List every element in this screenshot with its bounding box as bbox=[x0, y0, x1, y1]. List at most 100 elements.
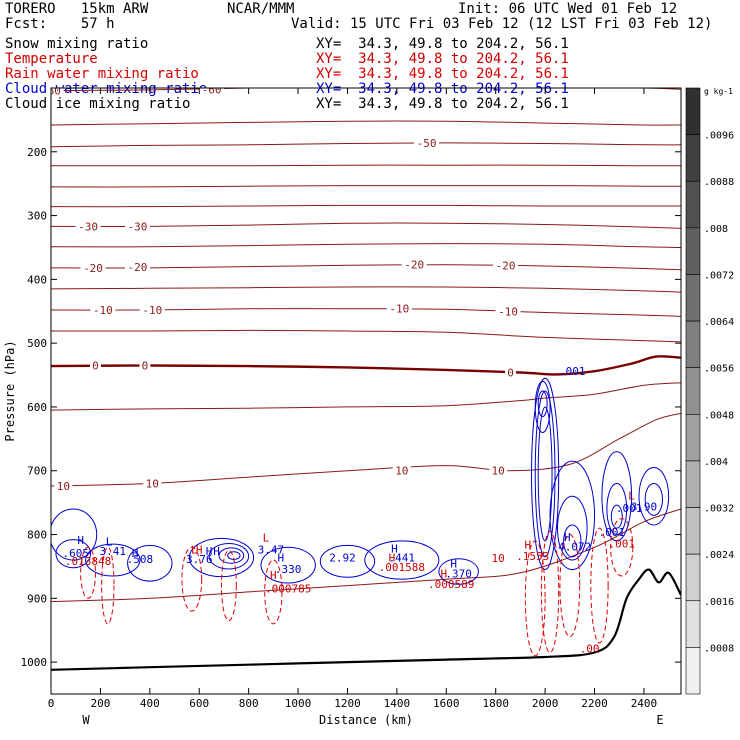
x-axis-label: Distance (km) bbox=[319, 713, 413, 727]
x-tick-label-11: 2200 bbox=[581, 697, 608, 710]
contour-value-label-12: .330 bbox=[275, 563, 302, 576]
isotherm-label-bg-8 bbox=[493, 259, 519, 272]
contour-value-label-36: .001 bbox=[599, 526, 626, 539]
cloud-water-contour-8 bbox=[260, 546, 316, 584]
isotherm-label-13: 0 bbox=[92, 359, 99, 372]
contour-value-label-28: H bbox=[525, 539, 532, 552]
x-tick-label-7: 1400 bbox=[384, 697, 411, 710]
colorbar: .0096 .0088 .008 .0072 .0064 .0056 .0048 .004 .0… bbox=[685, 87, 734, 695]
isotherm-label-bg-0 bbox=[51, 88, 64, 97]
contour-value-label-34: L bbox=[628, 489, 635, 502]
isotherm-label-10: -10 bbox=[142, 304, 162, 317]
isotherm-label-3: -30 bbox=[78, 220, 98, 233]
isotherm-label-bg-7 bbox=[401, 258, 427, 271]
colorbar-label-4: .0064 bbox=[704, 317, 734, 328]
field-xy-4: XY= 34.3, 49.8 to 204.2, 56.1 bbox=[316, 96, 569, 112]
isotherm-label-bg-19 bbox=[489, 464, 508, 477]
colorbar-swatch-5 bbox=[685, 320, 701, 368]
organization: NCAR/MMM bbox=[227, 1, 295, 17]
isotherm--45 bbox=[51, 164, 681, 167]
contour-value-label-11: H bbox=[277, 551, 284, 564]
colorbar-swatch-7 bbox=[685, 414, 701, 462]
isotherm-label-1: -60 bbox=[202, 83, 222, 96]
colorbar-swatch-4 bbox=[685, 274, 701, 322]
cloud-water-contour-9 bbox=[319, 544, 376, 578]
isotherm-label-bg-15 bbox=[505, 366, 517, 379]
contour-value-label-27: 10 bbox=[492, 552, 505, 565]
axes-layer: 0 200 400 600 800 1000 1200 1400 1600 1800 2000 220… bbox=[3, 88, 681, 727]
contour-value-label-16: H bbox=[389, 551, 396, 564]
x-tick-label-4: 800 bbox=[239, 697, 259, 710]
field-xy-0: XY= 34.3, 49.8 to 204.2, 56.1 bbox=[316, 36, 569, 52]
colorbar-swatch-3 bbox=[685, 227, 701, 275]
isotherm-label-16: 10 bbox=[57, 480, 70, 493]
cloud-water-contour-14 bbox=[537, 406, 553, 542]
isotherm-label-bg-11 bbox=[386, 302, 412, 315]
colorbar-label-9: .0024 bbox=[704, 550, 734, 561]
isotherm--60 bbox=[51, 88, 681, 92]
contour-value-label-5: .508 bbox=[127, 553, 154, 566]
x-tick-label-6: 1200 bbox=[334, 697, 361, 710]
x-tick-label-0: 0 bbox=[48, 697, 55, 710]
contour-value-label-29: .1553 bbox=[516, 550, 549, 563]
east-end-label: E bbox=[656, 713, 663, 727]
contour-value-label-10: L bbox=[263, 532, 270, 545]
cloud-water-contour-24 bbox=[644, 482, 663, 516]
contour-value-label-1: .605 bbox=[62, 547, 89, 560]
cloud-water-contour-0 bbox=[51, 508, 98, 561]
y-tick-label-4: 600 bbox=[27, 401, 47, 414]
contour-value-label-31: .001 bbox=[559, 365, 586, 378]
colorbar-unit: g kg-1 bbox=[704, 87, 733, 96]
isotherm-label-0: -60 bbox=[41, 85, 61, 98]
colorbar-swatch-0 bbox=[685, 87, 701, 135]
isotherm-label-14: 0 bbox=[142, 359, 149, 372]
rain-water-contour-4 bbox=[264, 559, 283, 625]
isotherm-5 bbox=[51, 382, 681, 411]
isotherm-label-bg-9 bbox=[90, 303, 116, 316]
contour-value-label-26: H bbox=[270, 569, 277, 582]
isotherm-label-15: 0 bbox=[507, 367, 514, 380]
colorbar-label-1: .0088 bbox=[704, 177, 734, 188]
contour-value-label-3: L bbox=[106, 535, 113, 548]
rain-water-contour-5 bbox=[524, 540, 546, 657]
cloud-water-contour-19 bbox=[563, 524, 582, 558]
isotherm-label-7: -20 bbox=[404, 259, 424, 272]
isotherm-label-bg-10 bbox=[139, 303, 165, 316]
isotherm--30 bbox=[51, 222, 681, 229]
isotherm-label-bg-12 bbox=[495, 305, 521, 318]
y-tick-label-8: 1000 bbox=[21, 656, 48, 669]
isotherm-label-bg-18 bbox=[392, 464, 411, 477]
x-tick-label-8: 1600 bbox=[433, 697, 460, 710]
cloud-water-contour-12 bbox=[531, 377, 560, 571]
field-name-2: Rain water mixing ratio bbox=[5, 66, 199, 82]
x-tick-label-5: 1000 bbox=[285, 697, 312, 710]
contour-value-label-22: .013848 bbox=[65, 555, 111, 568]
isotherm-0 bbox=[51, 355, 681, 376]
cloud-water-contour-1 bbox=[55, 539, 92, 569]
contour-value-label-24: H bbox=[196, 544, 203, 557]
plot-frame bbox=[50, 87, 682, 695]
colorbar-label-11: .0008 bbox=[704, 643, 734, 654]
field-xy-1: XY= 34.3, 49.8 to 204.2, 56.1 bbox=[316, 51, 569, 67]
isotherm-label-19: 10 bbox=[492, 465, 505, 478]
isotherm-label-6: -20 bbox=[128, 261, 148, 274]
rain-water-contour-3 bbox=[220, 549, 237, 622]
west-end-label: W bbox=[82, 713, 90, 727]
isotherm-label-bg-6 bbox=[124, 261, 150, 274]
colorbar-swatch-6 bbox=[685, 367, 701, 415]
contour-value-label-19: H bbox=[441, 567, 448, 580]
contour-value-label-2: 3.41 bbox=[100, 545, 127, 558]
contour-value-label-13: 2.92 bbox=[329, 551, 356, 564]
colorbar-swatch-10 bbox=[685, 553, 701, 602]
isotherm-label-5: -20 bbox=[83, 262, 103, 275]
contour-value-label-8: H bbox=[213, 545, 220, 558]
isotherm--20 bbox=[51, 264, 681, 271]
cloud-water-contour-23 bbox=[638, 467, 670, 526]
y-tick-label-6: 800 bbox=[27, 529, 47, 542]
cloud-water-contour-21 bbox=[606, 482, 628, 536]
cloud-water-contour-22 bbox=[610, 504, 623, 529]
isotherm-label-9: -10 bbox=[93, 304, 113, 317]
colorbar-label-2: .008 bbox=[704, 224, 728, 235]
cloud-water-contour-11 bbox=[438, 558, 479, 585]
isotherm-label-18: 10 bbox=[395, 465, 408, 478]
